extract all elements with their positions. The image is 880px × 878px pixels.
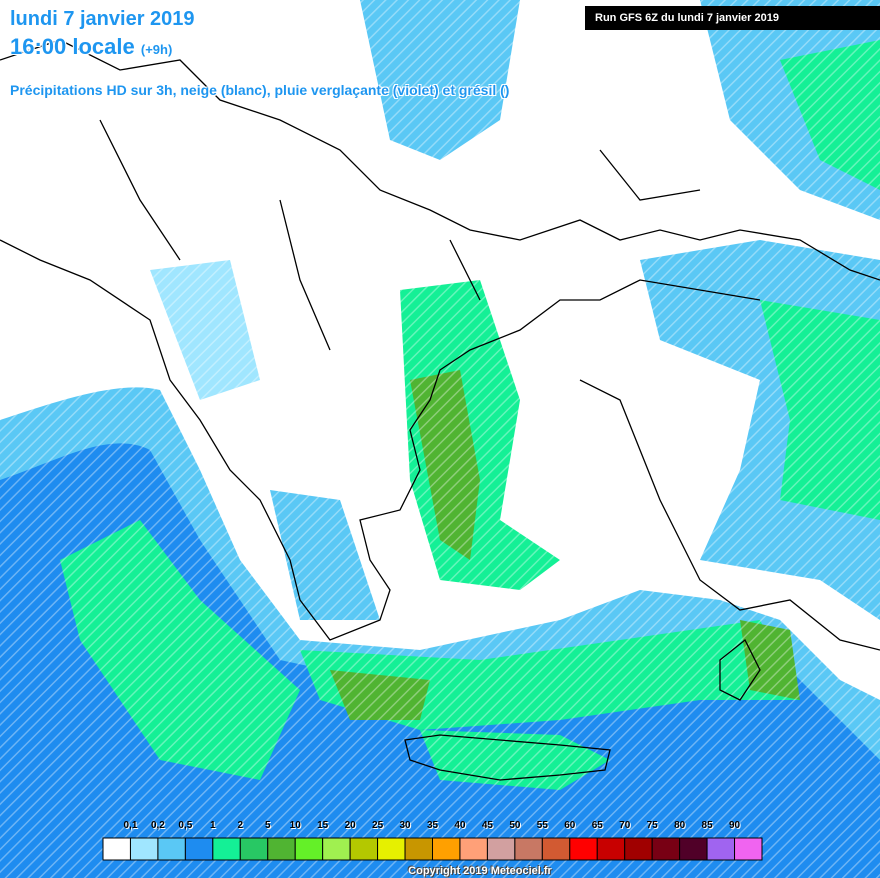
legend-label: 0,1 <box>123 820 138 831</box>
legend-label: 0,2 <box>150 820 165 831</box>
legend-label: 40 <box>454 820 466 831</box>
legend-box <box>514 837 543 861</box>
legend-box <box>377 837 406 861</box>
legend-box <box>129 837 159 861</box>
legend-box <box>184 837 214 861</box>
legend-label: 25 <box>372 820 384 831</box>
legend-label: 20 <box>344 820 356 831</box>
legend-box <box>212 837 241 861</box>
legend-box <box>596 837 626 861</box>
legend-label: 55 <box>536 820 548 831</box>
legend-box <box>734 837 763 861</box>
legend-label: 15 <box>317 820 329 831</box>
legend-label: 50 <box>509 820 521 831</box>
legend-label: 35 <box>426 820 439 831</box>
legend-label: 90 <box>728 820 741 831</box>
legend-label: 5 <box>264 820 271 831</box>
legend-label: 75 <box>646 820 658 831</box>
copyright: Copyright 2019 Meteociel.fr <box>408 865 552 877</box>
legend-box <box>459 837 488 861</box>
legend-label: 80 <box>674 820 686 831</box>
legend-label: 30 <box>399 820 411 831</box>
coastlines <box>0 39 880 781</box>
legend-label: 10 <box>289 820 301 831</box>
legend-box <box>239 837 269 861</box>
legend-box <box>322 837 351 861</box>
legend-box <box>102 837 131 861</box>
legend-box <box>267 837 296 861</box>
legend-label: 85 <box>701 820 713 831</box>
legend-box <box>569 837 598 861</box>
legend-label: 65 <box>591 820 603 831</box>
legend-label: 70 <box>619 820 631 831</box>
legend-box <box>432 837 461 861</box>
legend-label: 60 <box>564 820 576 831</box>
description: Précipitations HD sur 3h, neige (blanc),… <box>10 82 510 98</box>
legend-box <box>486 837 516 861</box>
legend-box <box>294 837 324 861</box>
legend-box <box>157 837 186 861</box>
legend-label: 0,5 <box>178 820 193 831</box>
legend-box <box>349 837 379 861</box>
legend-box <box>651 837 681 861</box>
offset: (+9h) <box>140 42 173 57</box>
legend-box <box>404 837 433 861</box>
legend-box <box>706 837 736 861</box>
legend-boxes <box>102 837 763 861</box>
run-label: Run GFS 6Z du lundi 7 janvier 2019 <box>585 6 880 30</box>
legend-box <box>679 837 708 861</box>
legend-box <box>624 837 653 861</box>
time-title: 16:00 locale (+9h) <box>10 34 172 60</box>
time: 16:00 locale <box>10 34 135 59</box>
date-title: lundi 7 janvier 2019 <box>10 8 195 30</box>
legend-label: 45 <box>481 820 493 831</box>
legend-box <box>541 837 571 861</box>
legend-label: 2 <box>237 820 244 831</box>
legend-label: 1 <box>210 820 216 831</box>
